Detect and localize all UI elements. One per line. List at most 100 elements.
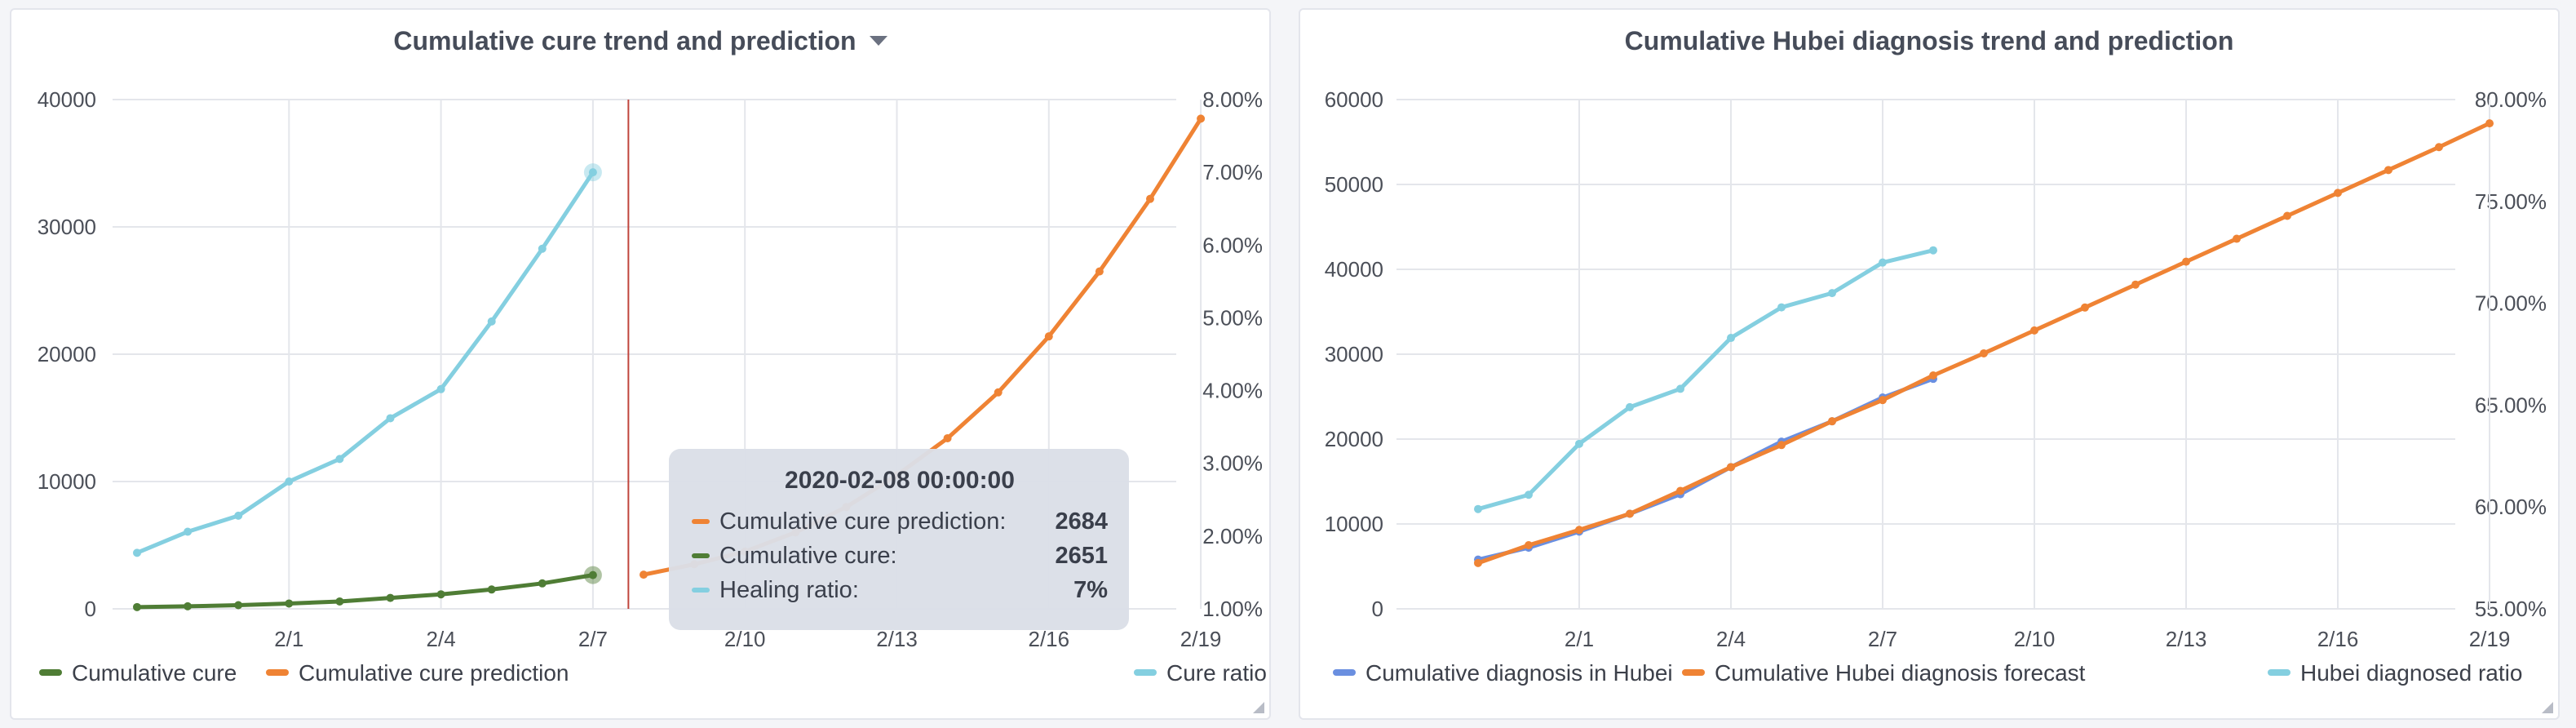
tooltip-label: Cumulative cure: <box>719 542 897 569</box>
data-point <box>2384 166 2392 175</box>
data-point <box>2182 257 2190 266</box>
legend-swatch <box>266 669 289 676</box>
y2-tick-label: 1.00% <box>1202 597 1263 621</box>
x-tick-label: 2/13 <box>876 627 918 651</box>
data-point <box>588 570 597 579</box>
legend-label: Hubei diagnosed ratio <box>2300 660 2522 686</box>
y-tick-label: 10000 <box>1325 512 1383 536</box>
data-point <box>1980 348 1988 357</box>
y2-tick-label: 80.00% <box>2475 87 2547 112</box>
data-point <box>1676 384 1684 393</box>
data-point <box>1777 441 1786 450</box>
data-point <box>487 317 496 326</box>
data-point <box>436 590 445 599</box>
data-point <box>285 599 294 608</box>
legend-label: Cumulative cure prediction <box>299 660 569 686</box>
legend-swatch <box>1682 669 1705 676</box>
resize-handle-icon[interactable] <box>2542 702 2553 713</box>
data-point <box>1879 396 1887 405</box>
data-point <box>2233 234 2241 243</box>
legend-swatch <box>39 669 62 676</box>
data-point <box>2435 143 2443 152</box>
cure-chart-title: Cumulative cure trend and prediction <box>11 26 1269 56</box>
y2-tick-label: 6.00% <box>1202 233 1263 257</box>
data-point <box>1525 541 1533 549</box>
legend-label: Cumulative Hubei diagnosis forecast <box>1715 660 2086 686</box>
hubei-chart-title: Cumulative Hubei diagnosis trend and pre… <box>1624 26 2234 55</box>
data-point <box>133 602 141 611</box>
data-point <box>994 388 1003 397</box>
y2-tick-label: 3.00% <box>1202 451 1263 476</box>
y2-tick-label: 5.00% <box>1202 305 1263 330</box>
data-point <box>335 455 344 464</box>
tooltip-swatch <box>692 519 710 524</box>
chevron-down-icon[interactable] <box>869 35 887 46</box>
x-tick-label: 2/16 <box>2317 627 2359 651</box>
data-point <box>538 244 547 253</box>
data-point <box>2131 280 2140 289</box>
y2-tick-label: 8.00% <box>1202 87 1263 112</box>
x-tick-label: 2/4 <box>1716 627 1746 651</box>
tooltip-row-prediction: Cumulative cure prediction: 2684 <box>692 504 1108 539</box>
x-tick-label: 2/16 <box>1028 627 1069 651</box>
y2-tick-label: 4.00% <box>1202 379 1263 403</box>
data-point <box>1575 526 1583 535</box>
data-point <box>1095 267 1104 276</box>
data-point <box>1828 289 1836 298</box>
hubei-chart-panel: Cumulative Hubei diagnosis trend and pre… <box>1299 8 2560 720</box>
y2-tick-label: 60.00% <box>2475 495 2547 519</box>
data-point <box>2283 211 2291 220</box>
legend-swatch <box>1333 669 1356 676</box>
y-tick-label: 0 <box>85 597 96 621</box>
tooltip-value: 7% <box>1073 576 1108 603</box>
legend-swatch <box>2268 669 2291 676</box>
tooltip-swatch <box>692 588 710 593</box>
resize-handle-icon[interactable] <box>1253 702 1264 713</box>
data-point <box>234 511 243 520</box>
y-tick-label: 30000 <box>1325 342 1383 366</box>
data-point <box>2030 326 2038 335</box>
x-tick-label: 2/10 <box>2014 627 2056 651</box>
data-point <box>588 168 597 177</box>
tooltip-label: Cumulative cure prediction: <box>719 508 1007 535</box>
y2-tick-label: 75.00% <box>2475 189 2547 214</box>
x-tick-label: 2/7 <box>1868 627 1897 651</box>
chart-tooltip: 2020-02-08 00:00:00 Cumulative cure pred… <box>669 449 1129 630</box>
tooltip-row-cure: Cumulative cure: 2651 <box>692 539 1108 573</box>
x-tick-label: 2/7 <box>578 627 608 651</box>
data-point <box>1575 439 1583 448</box>
hubei-chart-plot[interactable]: 0 10000 20000 30000 40000 50000 60000 55.00% 60.… <box>1300 10 2561 721</box>
data-point <box>1777 303 1786 312</box>
data-point <box>1929 246 1937 255</box>
data-point <box>1197 114 1206 123</box>
data-point <box>640 570 648 579</box>
data-point <box>285 477 294 486</box>
y2-tick-label: 70.00% <box>2475 291 2547 316</box>
data-point <box>1474 558 1482 567</box>
series-line <box>1476 248 1936 512</box>
tooltip-title: 2020-02-08 00:00:00 <box>785 467 1015 494</box>
y2-tick-label: 65.00% <box>2475 393 2547 417</box>
data-point <box>2081 303 2089 312</box>
data-point <box>386 593 395 602</box>
legend-label: Cure ratio <box>1166 660 1267 686</box>
data-point <box>133 548 141 557</box>
data-point <box>436 384 445 393</box>
data-point <box>1929 371 1937 380</box>
x-tick-label: 2/4 <box>427 627 456 651</box>
data-point <box>1525 491 1533 499</box>
tooltip-row-ratio: Healing ratio: 7% <box>692 573 1108 607</box>
y-tick-label: 10000 <box>38 469 96 494</box>
data-point <box>2485 119 2494 128</box>
legend-label: Cumulative cure <box>72 660 237 686</box>
cure-chart-panel: Cumulative cure trend and prediction 0 10… <box>10 8 1271 720</box>
x-tick-label: 2/19 <box>2469 627 2511 651</box>
y-tick-label: 20000 <box>38 342 96 366</box>
data-point <box>1626 509 1634 518</box>
x-tick-label: 2/10 <box>724 627 766 651</box>
y-tick-label: 30000 <box>38 215 96 239</box>
data-point <box>184 527 193 536</box>
y2-tick-label: 55.00% <box>2475 597 2547 621</box>
data-point <box>1879 258 1887 267</box>
tooltip-swatch <box>692 553 710 558</box>
